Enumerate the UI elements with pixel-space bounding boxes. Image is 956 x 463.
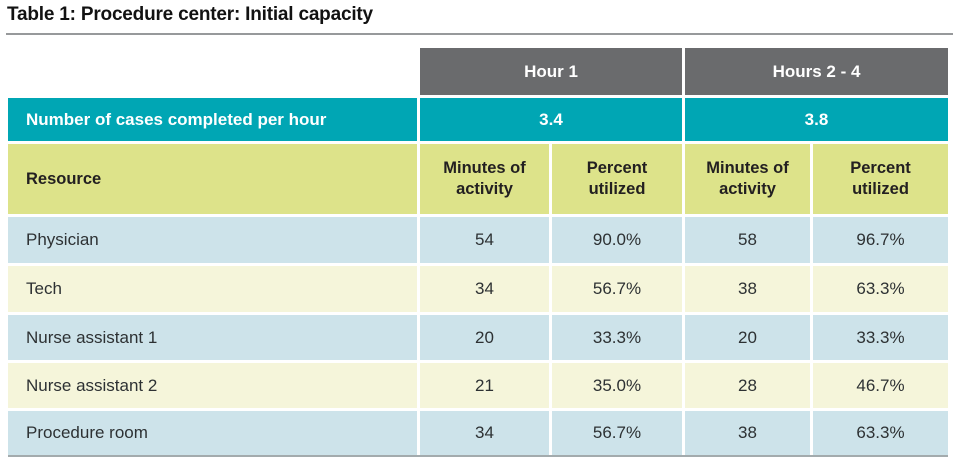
cell-minutes-hour1: 54 xyxy=(420,217,549,263)
header-spacer xyxy=(8,48,417,95)
cell-percent-hour1: 35.0% xyxy=(552,363,682,408)
cell-minutes-hours2-4: 38 xyxy=(685,266,810,312)
cell-percent-hours2-4: 63.3% xyxy=(813,411,948,455)
cell-resource: Physician xyxy=(8,217,417,263)
column-header-line: Percent xyxy=(586,159,648,178)
column-header-minutes-hour1: Minutes of activity xyxy=(420,144,549,214)
column-header-line: Minutes of xyxy=(443,159,526,178)
cases-value-hour1: 3.4 xyxy=(420,98,682,141)
cell-minutes-hours2-4: 20 xyxy=(685,315,810,360)
cell-minutes-hours2-4: 28 xyxy=(685,363,810,408)
cell-percent-hour1: 90.0% xyxy=(552,217,682,263)
capacity-table: Hour 1 Hours 2 - 4 Number of cases compl… xyxy=(8,48,948,455)
cell-percent-hours2-4: 96.7% xyxy=(813,217,948,263)
column-header-percent-hours2-4: Percent utilized xyxy=(813,144,948,214)
table-bottom-rule xyxy=(8,455,948,457)
column-header-line: activity xyxy=(456,180,513,198)
column-header-line: activity xyxy=(719,180,776,198)
column-header-percent-hour1: Percent utilized xyxy=(552,144,682,214)
cell-percent-hour1: 56.7% xyxy=(552,411,682,455)
cell-percent-hours2-4: 46.7% xyxy=(813,363,948,408)
column-header-line: utilized xyxy=(588,180,646,198)
cell-minutes-hour1: 20 xyxy=(420,315,549,360)
cell-resource: Nurse assistant 1 xyxy=(8,315,417,360)
cases-row-label: Number of cases completed per hour xyxy=(8,98,417,141)
cell-resource: Procedure room xyxy=(8,411,417,455)
column-header-line: Percent xyxy=(850,159,911,178)
table-title: Table 1: Procedure center: Initial capac… xyxy=(7,4,373,25)
cell-percent-hour1: 33.3% xyxy=(552,315,682,360)
cell-percent-hour1: 56.7% xyxy=(552,266,682,312)
cases-value-hours2-4: 3.8 xyxy=(685,98,948,141)
group-header-hours2-4: Hours 2 - 4 xyxy=(685,48,948,95)
cell-minutes-hour1: 21 xyxy=(420,363,549,408)
cell-percent-hours2-4: 63.3% xyxy=(813,266,948,312)
cell-minutes-hours2-4: 58 xyxy=(685,217,810,263)
cell-resource: Nurse assistant 2 xyxy=(8,363,417,408)
group-header-hour1: Hour 1 xyxy=(420,48,682,95)
column-header-line: Minutes of xyxy=(706,159,789,178)
cell-minutes-hours2-4: 38 xyxy=(685,411,810,455)
title-underline xyxy=(6,33,953,35)
cell-minutes-hour1: 34 xyxy=(420,411,549,455)
cell-percent-hours2-4: 33.3% xyxy=(813,315,948,360)
column-header-resource: Resource xyxy=(8,144,417,214)
column-header-line: utilized xyxy=(852,180,909,198)
column-header-minutes-hours2-4: Minutes of activity xyxy=(685,144,810,214)
cell-resource: Tech xyxy=(8,266,417,312)
cell-minutes-hour1: 34 xyxy=(420,266,549,312)
